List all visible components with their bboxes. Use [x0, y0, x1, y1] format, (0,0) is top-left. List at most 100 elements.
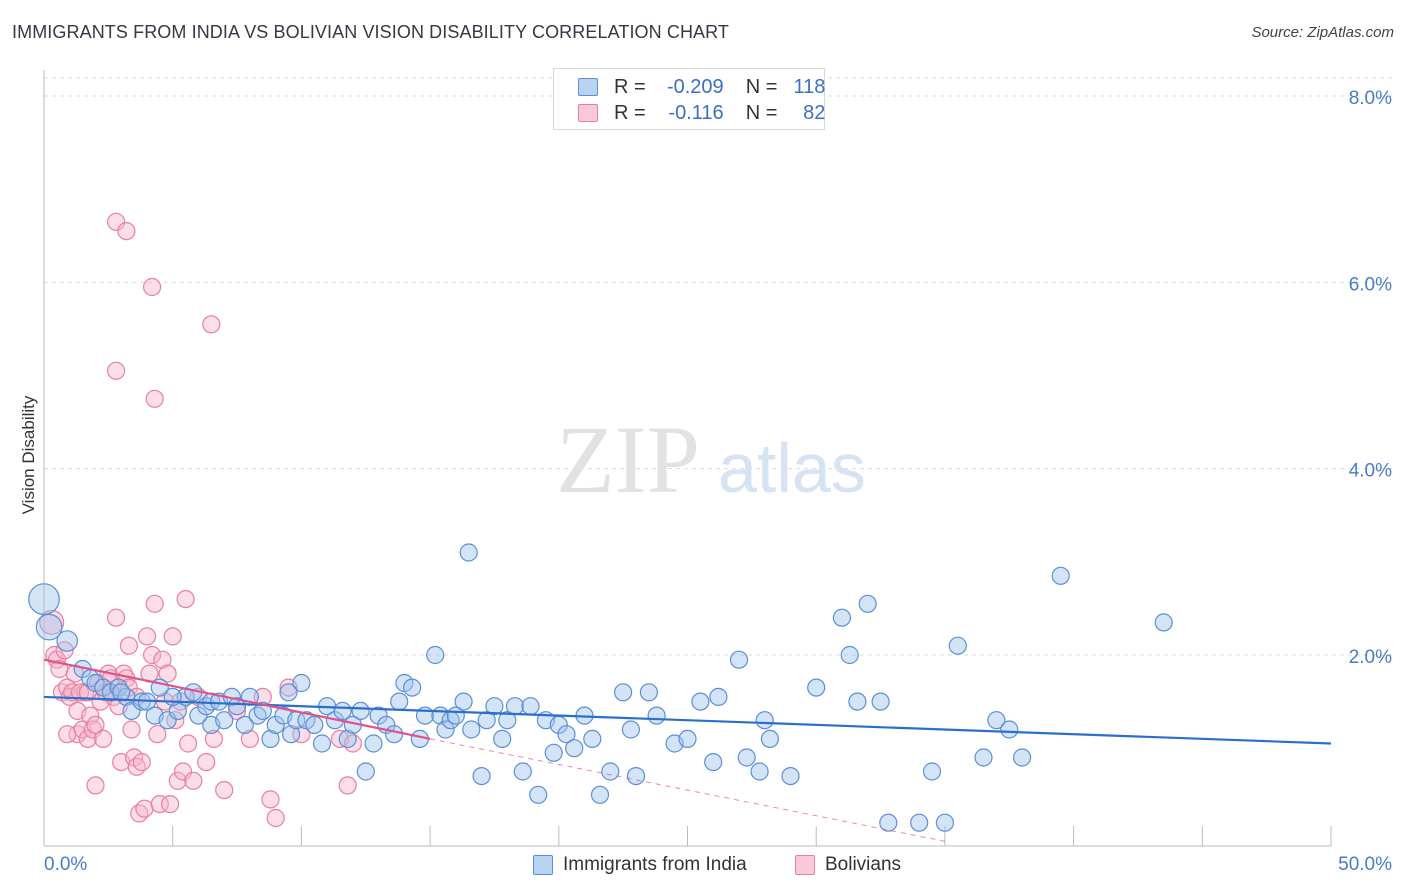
india-point	[922, 762, 942, 781]
bolivians-point	[148, 725, 167, 744]
y-tick-label: 8.0%	[1349, 88, 1392, 109]
legend-row-bolivians: R = -0.116 N = 82	[578, 100, 825, 126]
bottom-legend-india-label: Immigrants from India	[563, 854, 747, 875]
legend-r-label: R =	[614, 101, 646, 124]
india-point	[529, 785, 548, 804]
bottom-legend-india: Immigrants from India	[533, 852, 747, 878]
india-point	[974, 748, 993, 767]
india-point	[858, 594, 877, 613]
india-point	[626, 766, 646, 786]
india-point	[647, 706, 666, 725]
bolivians-point	[240, 729, 259, 749]
grid-layer	[44, 77, 1392, 656]
source-label: Source: ZipAtlas.com	[1251, 24, 1394, 41]
bottom-swatch-india	[533, 855, 553, 875]
india-point	[910, 813, 929, 832]
india-point	[426, 645, 445, 665]
bolivians-point	[143, 277, 162, 297]
bolivians-point	[176, 589, 195, 609]
bolivians-point	[143, 645, 162, 665]
bolivians-point	[292, 725, 311, 744]
india-point	[613, 683, 633, 702]
bolivians-point	[94, 729, 113, 749]
bolivians-point	[70, 683, 90, 702]
bolivians-point	[135, 799, 154, 818]
india-point	[781, 766, 800, 786]
bottom-swatch-bolivians	[795, 855, 815, 875]
bolivians-point	[227, 701, 247, 721]
bolivians-point	[153, 650, 172, 669]
india-point	[1154, 613, 1173, 632]
bolivians-point	[168, 771, 187, 790]
india-point	[513, 762, 532, 781]
india-point	[709, 687, 728, 707]
india-point	[122, 701, 141, 721]
india-point	[621, 720, 641, 739]
bolivians-point	[338, 776, 357, 795]
bolivians-point	[122, 720, 141, 739]
bolivians-point	[184, 771, 203, 790]
bolivians-point	[45, 645, 64, 665]
india-point	[356, 762, 375, 781]
india-point	[266, 715, 285, 735]
bolivians-point	[215, 780, 234, 800]
india-point	[935, 813, 955, 832]
legend-r-bolivians: -0.116	[668, 101, 724, 124]
bolivians-point	[261, 790, 280, 809]
bolivians-point	[86, 715, 105, 735]
india-point	[109, 678, 128, 697]
india-point	[948, 636, 967, 655]
india-point	[583, 729, 602, 749]
legend-swatch-india	[578, 78, 598, 96]
india-point	[403, 678, 422, 697]
india-point	[848, 692, 867, 711]
india-point	[279, 683, 298, 702]
india-point	[333, 701, 352, 721]
india-point	[369, 706, 388, 725]
bolivians-point	[145, 389, 164, 408]
bottom-legend-bolivians: Bolivians	[795, 852, 901, 878]
legend-row-india: R = -0.209 N = 118	[578, 74, 825, 100]
india-points	[28, 543, 1173, 832]
legend-r-india: -0.209	[666, 75, 724, 98]
bolivians-point	[132, 752, 151, 772]
bolivians-point	[202, 315, 221, 334]
india-point	[807, 678, 826, 697]
bolivians-point	[78, 729, 97, 749]
bolivians-point	[106, 608, 126, 627]
bottom-legend-bolivians-label: Bolivians	[825, 854, 902, 875]
bolivians-point	[173, 762, 193, 781]
india-point	[505, 697, 525, 716]
legend-r-label: R =	[614, 75, 646, 98]
bolivians-point	[179, 734, 198, 753]
bolivians-trend-extension	[430, 738, 945, 842]
india-point	[227, 697, 247, 716]
india-point	[35, 613, 63, 641]
india-point	[879, 813, 898, 832]
india-point	[454, 692, 473, 711]
india-point	[351, 701, 370, 721]
india-point	[639, 683, 659, 702]
india-point	[459, 543, 478, 562]
bolivians-point	[197, 752, 216, 772]
bolivians-point	[158, 664, 177, 683]
bolivians-point	[137, 627, 157, 646]
chart-title: IMMIGRANTS FROM INDIA VS BOLIVIAN VISION…	[12, 22, 730, 42]
india-point	[760, 729, 780, 749]
india-point	[235, 715, 254, 735]
ticks-layer: 2.0% 4.0% 6.0% 8.0% 0.0% 50.0%	[44, 88, 1392, 875]
india-point	[338, 729, 357, 749]
bolivians-point	[163, 627, 182, 646]
india-point	[691, 692, 710, 711]
x-tick-label-max: 50.0%	[1338, 854, 1392, 875]
india-point	[729, 650, 749, 669]
bolivians-points	[39, 212, 362, 828]
legend-n-label: N =	[745, 75, 778, 98]
bolivians-trend-line	[43, 658, 431, 740]
india-point	[987, 711, 1006, 730]
india-point	[56, 630, 78, 652]
stats-legend: R = -0.209 N = 118 R = -0.116 N = 82	[553, 68, 825, 130]
bolivians-point	[145, 594, 164, 613]
bolivians-point	[117, 222, 136, 241]
